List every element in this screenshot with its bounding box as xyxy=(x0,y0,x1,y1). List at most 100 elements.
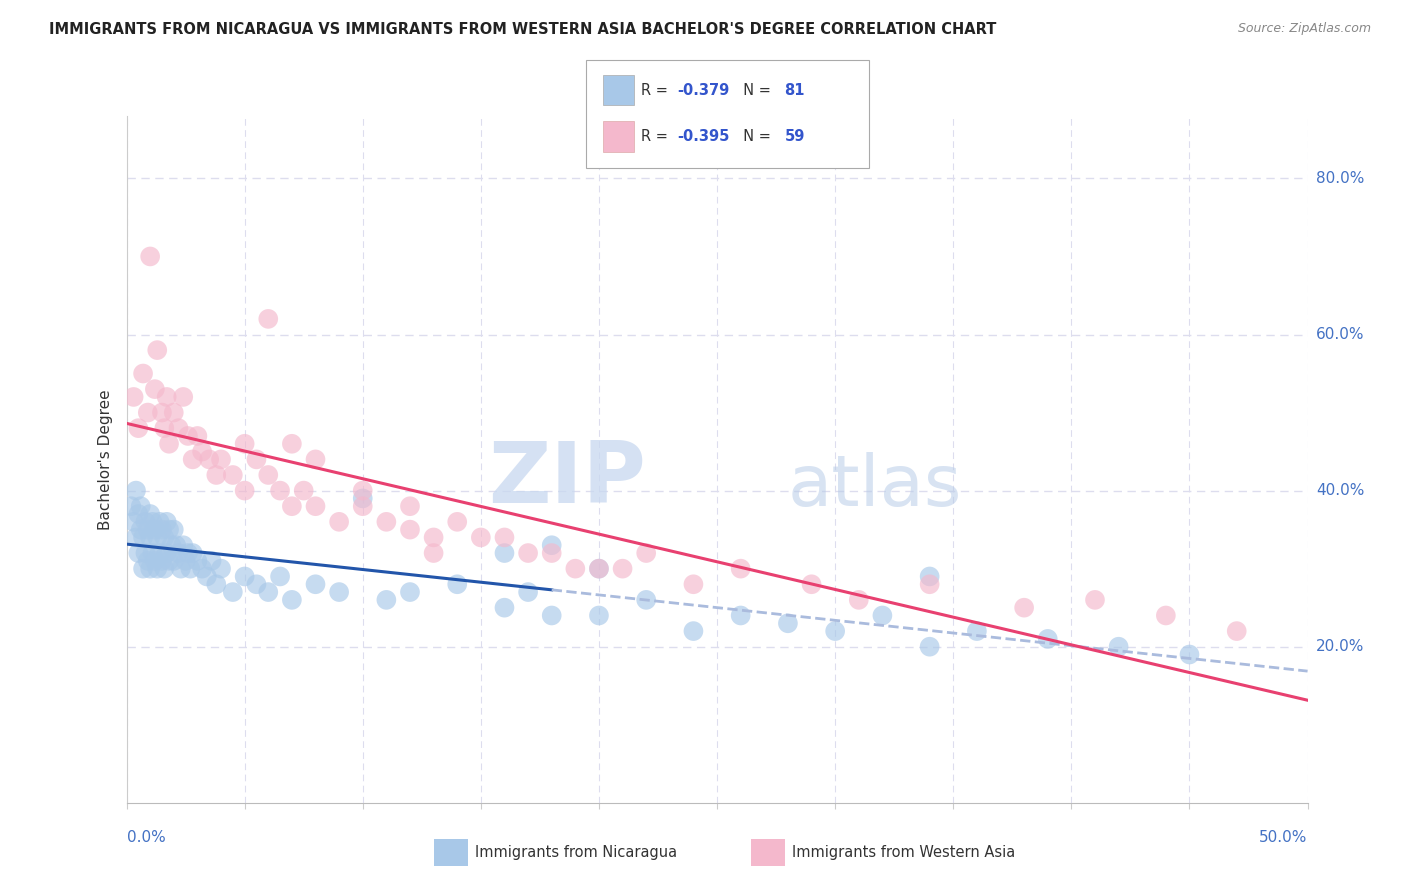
Point xyxy=(494,530,516,544)
Point xyxy=(588,562,610,576)
Point xyxy=(167,421,190,435)
Point xyxy=(269,483,291,498)
Point xyxy=(375,592,398,607)
Text: N =: N = xyxy=(734,83,776,97)
Point xyxy=(146,343,169,358)
Point xyxy=(165,538,187,552)
Point xyxy=(245,452,267,467)
Point xyxy=(163,523,186,537)
Point xyxy=(328,515,350,529)
Point xyxy=(1108,640,1130,654)
Point xyxy=(517,546,540,560)
Point xyxy=(800,577,823,591)
Point xyxy=(257,312,280,326)
Point xyxy=(470,530,492,544)
Point xyxy=(181,546,204,560)
Text: Immigrants from Nicaragua: Immigrants from Nicaragua xyxy=(475,846,678,860)
Point xyxy=(328,585,350,599)
Text: 80.0%: 80.0% xyxy=(1316,171,1364,186)
Point xyxy=(198,452,221,467)
Point xyxy=(446,515,468,529)
Point xyxy=(191,444,214,458)
Point xyxy=(139,507,162,521)
Point xyxy=(141,546,163,560)
Point xyxy=(588,562,610,576)
Point xyxy=(163,405,186,420)
Point xyxy=(1036,632,1059,646)
Point xyxy=(136,405,159,420)
Point xyxy=(281,436,304,450)
Point xyxy=(132,530,155,544)
Point xyxy=(170,562,193,576)
Point xyxy=(1154,608,1177,623)
Text: 20.0%: 20.0% xyxy=(1316,640,1364,654)
Point xyxy=(132,367,155,381)
Point xyxy=(494,600,516,615)
Point xyxy=(281,592,304,607)
Point xyxy=(172,390,194,404)
Point xyxy=(352,483,374,498)
Point xyxy=(205,467,228,482)
Point xyxy=(304,500,326,514)
Point xyxy=(195,569,218,583)
Point xyxy=(143,523,166,537)
Text: N =: N = xyxy=(734,129,776,144)
Point xyxy=(150,405,173,420)
Point xyxy=(143,382,166,396)
Point xyxy=(446,577,468,591)
Point xyxy=(181,452,204,467)
Point xyxy=(1012,600,1035,615)
Point xyxy=(682,577,704,591)
Point xyxy=(139,562,162,576)
Point xyxy=(233,436,256,450)
Text: R =: R = xyxy=(641,83,672,97)
Text: 81: 81 xyxy=(785,83,806,97)
Point xyxy=(304,577,326,591)
Point xyxy=(233,569,256,583)
Point xyxy=(125,530,148,544)
Text: 50.0%: 50.0% xyxy=(1260,830,1308,846)
Point xyxy=(172,538,194,552)
Point xyxy=(153,562,176,576)
Point xyxy=(200,554,222,568)
Point xyxy=(143,554,166,568)
Point xyxy=(156,390,179,404)
Point xyxy=(127,546,149,560)
Point xyxy=(682,624,704,639)
Point xyxy=(136,523,159,537)
Point xyxy=(186,554,208,568)
Point xyxy=(730,608,752,623)
Point xyxy=(222,585,245,599)
Point xyxy=(966,624,988,639)
Text: -0.395: -0.395 xyxy=(678,129,730,144)
Point xyxy=(257,467,280,482)
Point xyxy=(122,390,145,404)
Point xyxy=(209,452,232,467)
Point xyxy=(177,546,200,560)
Point xyxy=(134,546,156,560)
Point xyxy=(150,523,173,537)
Point xyxy=(150,554,173,568)
Point xyxy=(177,429,200,443)
Point xyxy=(848,592,870,607)
Point xyxy=(157,554,180,568)
Point xyxy=(730,562,752,576)
Text: -0.379: -0.379 xyxy=(678,83,730,97)
Point xyxy=(399,523,422,537)
Point xyxy=(120,500,142,514)
Point xyxy=(129,523,152,537)
Point xyxy=(588,608,610,623)
Point xyxy=(209,562,232,576)
Text: 40.0%: 40.0% xyxy=(1316,483,1364,498)
Text: 59: 59 xyxy=(785,129,804,144)
Point xyxy=(540,538,562,552)
Point xyxy=(127,421,149,435)
Point xyxy=(399,500,422,514)
Point xyxy=(824,624,846,639)
Point xyxy=(125,483,148,498)
Point xyxy=(132,562,155,576)
Point xyxy=(146,530,169,544)
Point xyxy=(167,546,190,560)
Point xyxy=(222,467,245,482)
Text: R =: R = xyxy=(641,129,672,144)
